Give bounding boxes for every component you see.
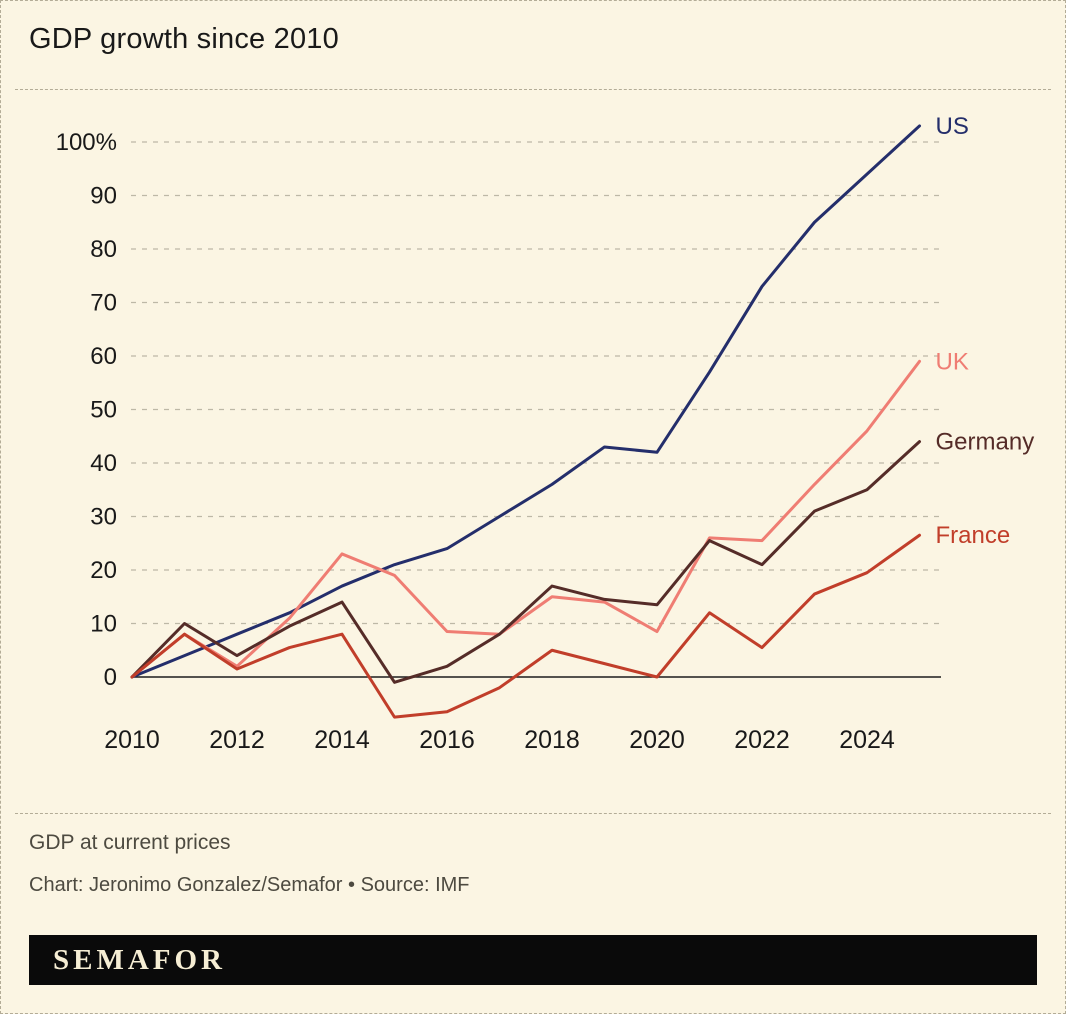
bottom-separator: [15, 813, 1051, 814]
y-tick-label: 10: [90, 611, 117, 638]
top-separator: [15, 89, 1051, 90]
y-tick-label: 50: [90, 397, 117, 424]
chart-credit: Chart: Jeronimo Gonzalez/Semafor • Sourc…: [29, 874, 470, 896]
page-title: GDP growth since 2010: [29, 23, 339, 55]
y-tick-label: 90: [90, 183, 117, 210]
y-tick-label: 0: [104, 664, 117, 691]
y-tick-label: 20: [90, 557, 117, 584]
x-tick-label: 2012: [209, 726, 265, 754]
series-end-label-uk: UK: [936, 348, 969, 375]
y-tick-label: 30: [90, 504, 117, 531]
gdp-growth-line-chart: 0 10 20 30 40 50 60 70 80 90 100% 2010 2012 2014 2016 2…: [56, 113, 1035, 754]
y-tick-label: 40: [90, 450, 117, 477]
x-tick-label: 2018: [524, 726, 580, 754]
y-tick-label: 100%: [56, 129, 117, 156]
series-end-label-us: US: [936, 113, 969, 140]
series-line-us: [130, 124, 921, 679]
x-tick-label: 2020: [629, 726, 685, 754]
series-end-label-france: France: [936, 522, 1011, 549]
semafor-logo-bar: SEMAFOR: [29, 935, 1037, 985]
series-end-label-germany: Germany: [936, 429, 1035, 456]
x-tick-label: 2014: [314, 726, 370, 754]
y-tick-label: 70: [90, 290, 117, 317]
y-tick-label: 60: [90, 343, 117, 370]
chart-note: GDP at current prices: [29, 831, 231, 854]
series-line-france: [130, 533, 921, 719]
semafor-wordmark: SEMAFOR: [53, 943, 226, 976]
y-tick-label: 80: [90, 236, 117, 263]
x-tick-label: 2016: [419, 726, 475, 754]
x-tick-label: 2010: [104, 726, 160, 754]
series-line-germany: [130, 440, 921, 684]
x-tick-label: 2022: [734, 726, 790, 754]
x-tick-label: 2024: [839, 726, 895, 754]
